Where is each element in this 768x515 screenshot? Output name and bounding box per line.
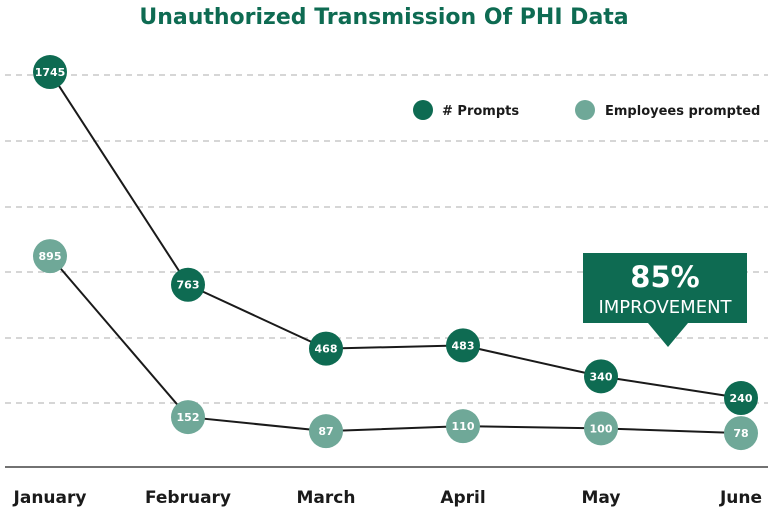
series-line-1 [49,255,742,435]
data-label: 240 [730,392,753,405]
legend-label-employees: Employees prompted [605,104,760,119]
data-label: 110 [452,420,475,433]
legend-marker-prompts [413,100,433,120]
x-tick-label: May [582,488,621,508]
x-tick-label: January [13,488,87,508]
chart-title: Unauthorized Transmission Of PHI Data [139,5,628,30]
x-tick-label: March [297,488,356,508]
x-tick-label: April [440,488,485,508]
data-point [446,328,480,363]
callout-text: IMPROVEMENT [598,297,732,318]
data-label: 78 [733,427,748,440]
series-line-0 [49,71,742,400]
legend-marker-employees [575,100,595,120]
data-point [724,381,758,416]
data-label: 763 [177,279,200,292]
data-label: 895 [39,250,62,263]
x-tick-label: June [719,488,762,508]
data-label: 100 [590,422,613,435]
callout-box [583,253,747,347]
data-label: 468 [315,343,338,356]
legend: # Prompts Employees prompted [413,100,760,120]
data-label: 1745 [35,66,66,79]
legend-label-prompts: # Prompts [442,104,519,119]
data-label: 340 [590,370,613,383]
data-label: 152 [177,411,200,424]
data-label: 87 [318,425,333,438]
improvement-callout: 85% IMPROVEMENT [583,253,747,347]
data-point [584,359,618,394]
x-tick-label: February [145,488,231,508]
callout-value: 85% [630,260,699,294]
data-label: 483 [452,339,475,352]
data-point [309,414,343,449]
data-point [171,267,205,302]
data-point [33,55,67,90]
data-point [446,409,480,444]
data-point [584,411,618,446]
data-point [309,331,343,366]
data-point [724,416,758,451]
data-point [171,400,205,435]
data-point [33,239,67,274]
